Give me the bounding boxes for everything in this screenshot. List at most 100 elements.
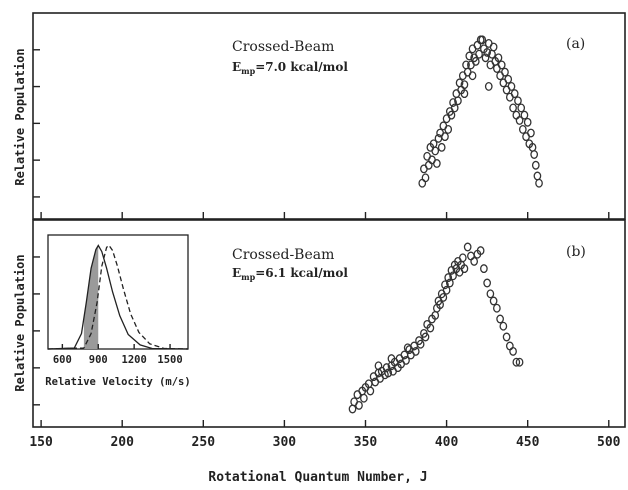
data-point bbox=[421, 173, 430, 183]
data-point bbox=[494, 53, 503, 63]
data-point bbox=[484, 81, 493, 91]
data-point bbox=[535, 178, 543, 188]
data-point bbox=[480, 264, 488, 274]
data-point bbox=[478, 35, 487, 45]
panel-b-energy-sub: mp bbox=[241, 272, 255, 282]
panel-b-ticks bbox=[33, 256, 610, 427]
data-point bbox=[514, 96, 522, 106]
data-point bbox=[518, 124, 527, 134]
data-point bbox=[527, 128, 535, 138]
data-point bbox=[384, 368, 393, 378]
data-point bbox=[387, 354, 396, 364]
data-point bbox=[445, 278, 454, 288]
x-tick-label: 300 bbox=[273, 435, 297, 450]
data-point bbox=[496, 314, 504, 324]
inset-xlabel: Relative Velocity (m/s) bbox=[45, 376, 190, 388]
data-point bbox=[360, 393, 368, 403]
panel-a-frame bbox=[32, 12, 626, 220]
panel-a: Relative Population Crossed-Beam Emp=7.0… bbox=[13, 12, 626, 220]
panel-b-energy-rest: =6.1 kcal/mol bbox=[255, 266, 348, 280]
data-point bbox=[433, 159, 441, 168]
data-point bbox=[483, 47, 491, 57]
panel-a-energy-label: Emp=7.0 kcal/mol bbox=[232, 60, 348, 76]
panel-a-energy-E: E bbox=[232, 60, 241, 74]
panel-a-title: Crossed-Beam bbox=[232, 39, 334, 55]
data-point bbox=[454, 96, 462, 106]
data-point bbox=[416, 339, 425, 349]
data-point bbox=[441, 280, 449, 290]
x-tick-label: 400 bbox=[435, 435, 459, 450]
data-point bbox=[470, 256, 479, 266]
panel-b-frame bbox=[32, 219, 626, 428]
data-point bbox=[468, 71, 477, 81]
panel-a-ylabel: Relative Population bbox=[13, 48, 27, 185]
panel-a-energy-rest: =7.0 kcal/mol bbox=[255, 60, 348, 74]
panel-b-title: Crossed-Beam bbox=[232, 247, 334, 263]
inset-content: 600 900 1200 1500 bbox=[47, 244, 189, 366]
data-point bbox=[499, 321, 508, 331]
inset-xtick-label: 900 bbox=[89, 354, 108, 366]
data-point bbox=[421, 332, 430, 342]
data-point bbox=[512, 357, 521, 367]
x-tick-label: 200 bbox=[110, 435, 134, 450]
data-point bbox=[374, 361, 383, 371]
data-point bbox=[483, 278, 491, 288]
data-point bbox=[486, 289, 495, 299]
x-tick-labels: 150 200 250 300 350 400 450 500 bbox=[29, 435, 620, 450]
data-point bbox=[509, 346, 517, 356]
data-point bbox=[509, 103, 517, 113]
data-point bbox=[533, 171, 542, 181]
data-point bbox=[504, 74, 513, 84]
data-point bbox=[531, 160, 540, 170]
x-tick-label: 150 bbox=[29, 435, 53, 450]
data-point bbox=[460, 80, 469, 90]
inset-xtick-label: 1200 bbox=[122, 354, 147, 366]
x-tick-label: 500 bbox=[597, 435, 621, 450]
data-point bbox=[424, 160, 433, 170]
data-point bbox=[493, 303, 501, 313]
panel-a-tag: (a) bbox=[566, 36, 585, 52]
data-point bbox=[515, 357, 524, 367]
panel-b-ylabel: Relative Population bbox=[13, 254, 27, 391]
data-point bbox=[523, 117, 532, 127]
data-point bbox=[382, 363, 391, 373]
panel-b-energy-E: E bbox=[232, 266, 241, 280]
data-point bbox=[497, 60, 506, 70]
data-point bbox=[436, 300, 444, 310]
data-point bbox=[476, 246, 485, 256]
inset-xtick-label: 600 bbox=[53, 354, 72, 366]
data-point bbox=[530, 150, 539, 159]
data-point bbox=[447, 110, 456, 120]
inset-xtick-label: 1500 bbox=[157, 354, 182, 366]
data-point bbox=[463, 242, 472, 252]
data-point bbox=[507, 81, 516, 91]
data-point bbox=[475, 49, 483, 59]
data-point bbox=[444, 273, 453, 283]
data-point bbox=[512, 110, 521, 120]
data-point bbox=[501, 67, 509, 77]
data-point bbox=[366, 386, 375, 396]
data-point bbox=[471, 56, 480, 66]
inset-shaded-area bbox=[83, 245, 99, 349]
x-tick-label: 450 bbox=[516, 435, 540, 450]
data-point bbox=[411, 346, 420, 356]
data-point bbox=[489, 296, 498, 306]
inset-frame bbox=[47, 234, 189, 350]
panel-b: Relative Population Crossed-Beam Emp=6.1… bbox=[13, 219, 626, 428]
data-point bbox=[437, 142, 446, 152]
data-point bbox=[426, 323, 435, 333]
x-axis-label: Rotational Quantum Number, J bbox=[208, 470, 427, 485]
data-point bbox=[467, 251, 475, 261]
data-point bbox=[439, 292, 448, 302]
data-point bbox=[481, 53, 490, 63]
data-point bbox=[489, 42, 498, 52]
data-point bbox=[441, 132, 449, 142]
data-point bbox=[431, 146, 440, 156]
data-point bbox=[465, 51, 474, 61]
data-point bbox=[505, 341, 514, 351]
panel-a-ticks bbox=[33, 49, 610, 219]
data-point bbox=[355, 400, 363, 410]
data-point bbox=[458, 253, 467, 263]
panel-b-points bbox=[348, 242, 524, 414]
